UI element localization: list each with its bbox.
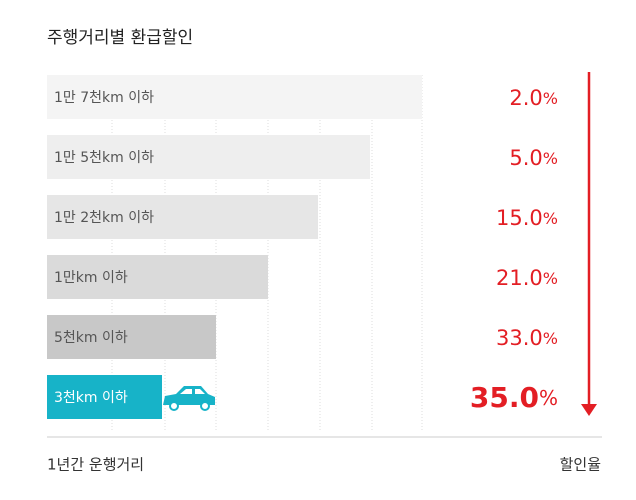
rows: 1만 7천km 이하 2.0% 1만 5천km 이하 5.0% 1만 2천km 이하 15… <box>47 75 558 419</box>
bar <box>47 375 162 419</box>
bar <box>47 75 422 119</box>
rate-unit: % <box>539 386 558 410</box>
row-label: 1만 5천km 이하 <box>54 150 154 166</box>
rate-unit: % <box>543 89 558 108</box>
bar <box>47 315 216 359</box>
rate-value: 15.0 <box>496 206 543 230</box>
rate-unit: % <box>543 149 558 168</box>
car-window <box>180 389 205 394</box>
row-label: 3천km 이하 <box>54 390 128 406</box>
rate-unit: % <box>543 269 558 288</box>
rate-value: 5.0 <box>509 146 542 170</box>
footer-left: 1년간 운행거리 <box>47 456 144 474</box>
car-wheel <box>200 401 210 411</box>
row-label: 1만 2천km 이하 <box>54 210 154 226</box>
bar <box>47 195 318 239</box>
rate: 2.0% <box>509 86 558 110</box>
rate-value: 2.0 <box>509 86 542 110</box>
row-label: 1만 7천km 이하 <box>54 90 154 106</box>
bar <box>47 135 370 179</box>
rate-value: 21.0 <box>496 266 543 290</box>
rate-unit: % <box>543 209 558 228</box>
rate-value: 33.0 <box>496 326 543 350</box>
title: 주행거리별 환급할인 <box>47 28 193 48</box>
rate: 35.0% <box>470 381 558 414</box>
rate-unit: % <box>543 329 558 348</box>
grid <box>111 75 423 432</box>
arrow-head <box>581 404 597 416</box>
rate: 5.0% <box>509 146 558 170</box>
rate-value: 35.0 <box>470 381 539 414</box>
car-wheel <box>169 401 179 411</box>
footer-right: 할인율 <box>560 456 601 474</box>
row-label: 1만km 이하 <box>54 270 128 286</box>
rate: 33.0% <box>496 326 558 350</box>
car-icon <box>163 386 215 411</box>
rate: 15.0% <box>496 206 558 230</box>
car-body <box>163 386 215 405</box>
bar <box>47 255 268 299</box>
rate: 21.0% <box>496 266 558 290</box>
row-label: 5천km 이하 <box>54 330 128 346</box>
